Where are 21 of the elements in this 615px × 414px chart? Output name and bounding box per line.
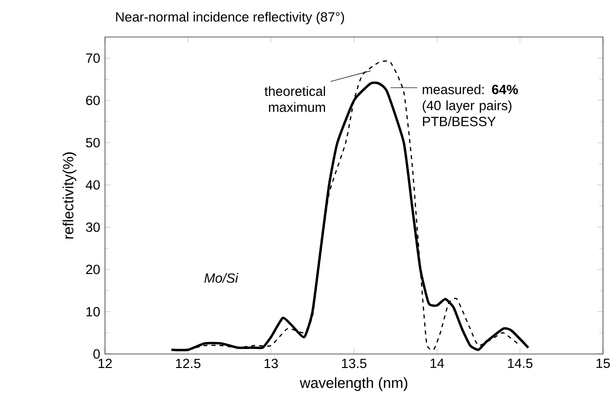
y-tick-label: 30	[86, 222, 100, 232]
x-tick-label: 13.5	[342, 358, 366, 368]
y-tick-label: 10	[86, 307, 100, 316]
y-tick-label: 40	[86, 180, 100, 190]
y-tick-label: 50	[86, 138, 100, 148]
chart-title: Near-normal incidence reflectivity (87°)	[116, 12, 344, 24]
annotation: theoretical maximum	[264, 86, 325, 112]
x-axis-title: wavelength (nm)	[300, 377, 408, 391]
x-tick-label: 12.5	[176, 358, 200, 368]
x-tick-label: 12	[98, 358, 112, 368]
x-tick-label: 15	[596, 358, 610, 368]
annotation: Mo/Si	[204, 273, 238, 283]
y-tick-label: 70	[86, 53, 100, 63]
x-tick-label: 14	[430, 358, 444, 368]
x-tick-label: 14.5	[508, 358, 532, 368]
x-tick-label: 13	[264, 358, 278, 368]
y-axis-title: reflectivity(%)	[62, 152, 76, 239]
y-tick-label: 20	[86, 264, 100, 274]
annotation: measured: 64% (40 layer pairs) PTB/BESSY	[422, 84, 518, 126]
y-tick-label: 60	[86, 96, 100, 106]
y-tick-label: 0	[93, 349, 100, 359]
